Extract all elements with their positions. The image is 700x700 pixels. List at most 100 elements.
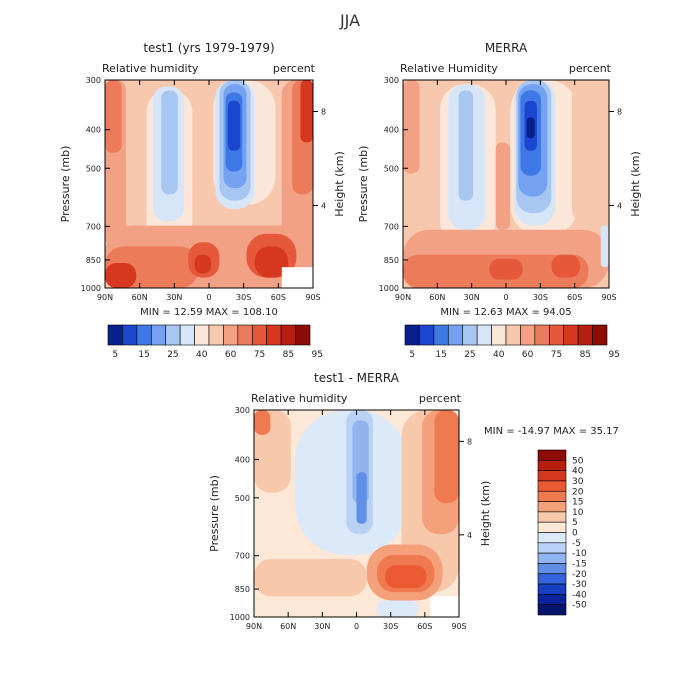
contour-region — [571, 80, 609, 226]
colorbar-swatch — [577, 324, 593, 346]
colorbar-label: 75 — [551, 350, 562, 360]
colorbar-swatch — [476, 324, 492, 346]
y-tick-label: 400 — [384, 126, 399, 135]
x-tick-label: 90S — [305, 293, 320, 302]
y-tick-label: 700 — [384, 222, 399, 231]
colorbar-swatch — [223, 324, 239, 346]
y-tick-label: 850 — [86, 256, 101, 265]
colorbar-swatch — [194, 324, 210, 346]
x-tick-label: 90N — [395, 293, 411, 302]
y-tick-label: 300 — [384, 76, 399, 85]
units-label: percent — [419, 392, 462, 405]
x-tick-label: 90S — [601, 293, 616, 302]
colorbar-swatch — [592, 324, 608, 346]
missing-data-mask — [430, 596, 459, 617]
colorbar-label: 30 — [572, 477, 584, 487]
y-tick-label: 1000 — [230, 613, 250, 622]
colorbar-swatch — [179, 324, 195, 346]
contour-region — [194, 254, 212, 274]
contour-region — [300, 80, 313, 143]
colorbar-swatch — [537, 449, 567, 461]
colorbar-swatch — [537, 532, 567, 544]
x-tick-label: 60N — [429, 293, 445, 302]
contour-region — [458, 90, 474, 201]
colorbar-swatch — [462, 324, 478, 346]
colorbar-label: 10 — [572, 508, 584, 518]
colorbar-label: 20 — [572, 487, 584, 497]
y-tick-label: 500 — [86, 164, 101, 173]
y-tick-label: 1000 — [379, 284, 399, 293]
contour-region — [161, 90, 178, 195]
min-max-stats: MIN = 12.63 MAX = 94.05 — [440, 307, 571, 318]
colorbar-swatch — [548, 324, 565, 346]
contour-region — [434, 410, 459, 504]
colorbar-swatch — [107, 324, 123, 346]
contour-region — [385, 565, 427, 589]
colorbar-swatch — [404, 324, 420, 346]
x-tick-label: 60S — [271, 293, 286, 302]
y2-tick-label: 4 — [467, 531, 472, 540]
colorbar-swatch — [537, 511, 567, 523]
y-axis-label: Pressure (mb) — [357, 146, 370, 223]
colorbar-swatch — [505, 324, 521, 346]
panel-model: test1 (yrs 1979-1979) Relative humidity pe… — [59, 41, 346, 360]
field-obs — [403, 80, 609, 288]
colorbar-label: 85 — [283, 350, 294, 360]
panel-obs: MERRA Relative Humidity percent 90N 60N 30N 0 3… — [357, 41, 642, 360]
colorbar-swatch — [537, 563, 567, 575]
contour-region — [489, 258, 523, 280]
panel-title: test1 - MERRA — [314, 371, 400, 385]
x-tick-label: 30N — [166, 293, 182, 302]
variable-label: Relative humidity — [102, 62, 199, 75]
contour-region — [254, 246, 289, 278]
x-tick-label: 30N — [314, 622, 330, 631]
x-tick-label: 0 — [503, 293, 508, 302]
colorbar-swatch — [136, 324, 152, 346]
colorbar-label: -10 — [572, 549, 587, 559]
colorbar-swatch — [150, 324, 167, 346]
field-model — [105, 80, 313, 288]
colorbar-label: 95 — [608, 350, 619, 360]
y-tick-label: 850 — [384, 256, 399, 265]
contour-region — [356, 472, 367, 524]
y2-tick-label: 8 — [617, 107, 622, 116]
colorbar-label: -15 — [572, 559, 587, 569]
x-tick-label: 60S — [417, 622, 432, 631]
y-axis-label: Pressure (mb) — [208, 475, 221, 552]
colorbar-label: 15 — [435, 350, 446, 360]
colorbar-label: 5 — [572, 518, 578, 528]
y2-tick-label: 4 — [617, 201, 622, 210]
y-tick-label: 300 — [235, 406, 250, 415]
colorbar-label: -20 — [572, 570, 587, 580]
y2-axis-label: Height (km) — [333, 151, 346, 217]
colorbar-swatch — [537, 573, 567, 585]
colorbar-label: 15 — [138, 350, 149, 360]
colorbar-swatch — [165, 324, 181, 346]
y-tick-label: 700 — [235, 552, 250, 561]
colorbar-swatch — [537, 480, 567, 492]
panel-title: MERRA — [485, 41, 528, 55]
contour-region — [105, 263, 137, 288]
colorbar-label: 75 — [254, 350, 265, 360]
colorbar-swatch — [537, 583, 567, 595]
y2-tick-label: 4 — [321, 201, 326, 210]
contour-region — [227, 100, 241, 151]
x-tick-label: 0 — [354, 622, 359, 631]
x-tick-label: 30S — [236, 293, 251, 302]
colorbar-swatch — [563, 324, 579, 346]
y-tick-label: 400 — [86, 126, 101, 135]
colorbar-label: 5 — [112, 350, 118, 360]
contour-region — [254, 410, 271, 435]
units-label: percent — [569, 62, 612, 75]
colorbar-swatch — [433, 324, 449, 346]
colorbar-swatch — [534, 324, 550, 346]
contour-region — [403, 80, 420, 174]
y-tick-label: 400 — [235, 455, 250, 464]
colorbar-swatch — [537, 604, 567, 616]
y2-axis-label: Height (km) — [629, 151, 642, 217]
contour-region — [254, 559, 367, 597]
contour-region — [495, 142, 511, 230]
figure-title: JJA — [339, 11, 360, 30]
colorbar-label: 60 — [225, 350, 237, 360]
x-tick-label: 60N — [132, 293, 148, 302]
